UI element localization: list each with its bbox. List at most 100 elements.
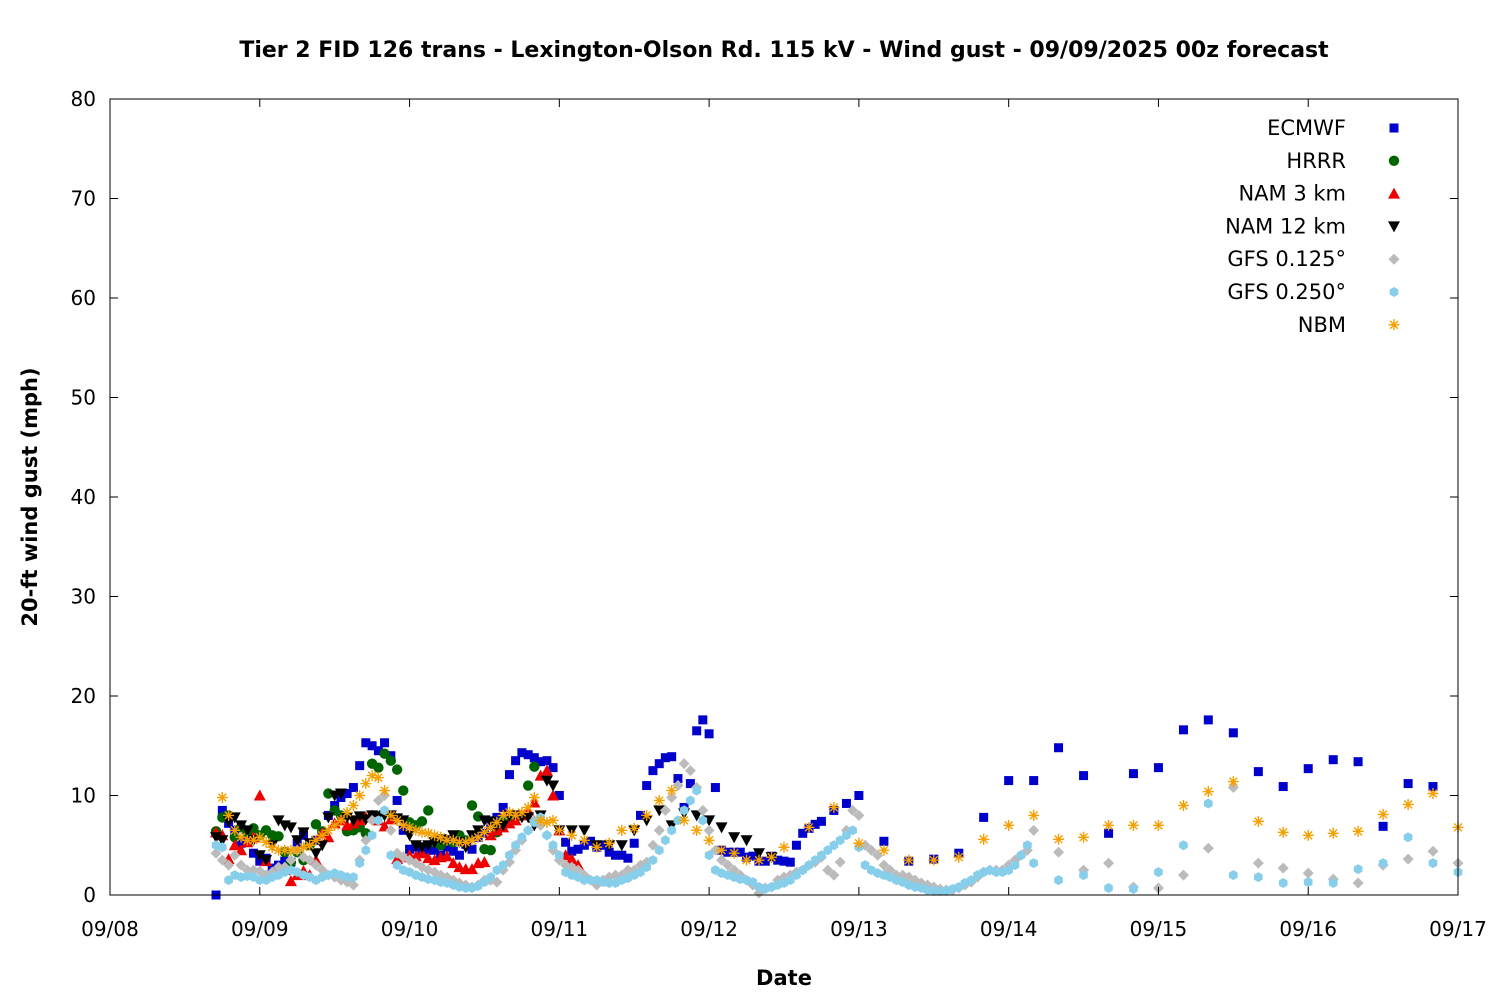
- data-point: [611, 850, 620, 860]
- data-point: [341, 806, 353, 818]
- data-point: [978, 833, 990, 845]
- data-point: [1104, 828, 1114, 838]
- data-point: [484, 829, 497, 841]
- data-point: [253, 850, 266, 862]
- data-point: [555, 850, 564, 861]
- data-point: [291, 844, 303, 856]
- data-point: [1154, 867, 1163, 878]
- data-point: [710, 783, 720, 793]
- data-point: [1079, 771, 1089, 781]
- data-point: [260, 836, 272, 848]
- data-point: [416, 816, 428, 827]
- data-point: [1303, 764, 1313, 774]
- data-point: [1352, 877, 1364, 889]
- data-point: [766, 851, 778, 863]
- y-tick-label: 30: [71, 585, 96, 609]
- data-point: [722, 859, 734, 871]
- data-point: [697, 804, 709, 816]
- data-point: [879, 836, 889, 846]
- data-point: [528, 791, 540, 803]
- y-axis-label: 20-ft wind gust (mph): [18, 367, 42, 626]
- data-point: [748, 851, 758, 861]
- data-point: [803, 821, 815, 833]
- series-gfs-0-125-: [210, 758, 1464, 899]
- data-point: [1303, 877, 1313, 888]
- data-point: [478, 856, 491, 868]
- data-point: [517, 832, 527, 843]
- data-point: [266, 841, 278, 853]
- x-tick-label: 09/13: [830, 917, 888, 941]
- legend-marker: [1388, 319, 1400, 331]
- data-point: [865, 844, 877, 856]
- data-point: [329, 819, 341, 831]
- data-point: [822, 864, 834, 876]
- data-point: [498, 802, 508, 812]
- data-point: [322, 824, 334, 836]
- data-point: [218, 842, 227, 853]
- data-point: [398, 785, 409, 796]
- data-point: [359, 814, 372, 826]
- data-point: [467, 844, 477, 854]
- data-point: [1278, 878, 1288, 889]
- data-point: [391, 764, 403, 775]
- data-point: [466, 863, 479, 875]
- data-point: [585, 836, 595, 846]
- data-point: [353, 811, 366, 823]
- data-point: [1028, 809, 1040, 821]
- data-point: [223, 809, 235, 821]
- plot-frame: [109, 98, 1459, 896]
- data-point: [1202, 842, 1214, 854]
- data-point: [554, 791, 564, 800]
- data-point: [604, 847, 614, 857]
- data-point: [309, 848, 322, 860]
- data-point: [504, 770, 514, 780]
- data-point: [540, 775, 553, 787]
- data-point: [616, 824, 628, 836]
- data-point: [510, 809, 522, 821]
- data-point: [540, 764, 553, 776]
- data-point: [478, 826, 490, 838]
- data-point: [1104, 883, 1113, 894]
- data-point: [629, 838, 639, 848]
- data-point: [542, 756, 552, 766]
- data-point: [1328, 755, 1338, 765]
- data-point: [361, 738, 371, 748]
- data-point: [254, 831, 266, 843]
- series-hrrr: [210, 748, 540, 868]
- data-point: [1428, 782, 1438, 792]
- data-point: [715, 822, 728, 834]
- data-point: [410, 824, 422, 836]
- data-point: [497, 809, 509, 821]
- data-point: [392, 795, 402, 805]
- legend-label: NAM 3 km: [1238, 182, 1346, 206]
- data-point: [561, 837, 571, 847]
- data-point: [229, 824, 241, 836]
- data-point: [372, 794, 384, 806]
- data-point: [1378, 858, 1388, 869]
- x-tick-label: 09/17: [1429, 917, 1487, 941]
- data-point: [654, 759, 664, 769]
- data-point: [878, 859, 890, 871]
- data-point: [834, 856, 846, 868]
- data-point: [511, 840, 520, 851]
- data-point: [529, 761, 540, 772]
- legend-marker: [1389, 123, 1399, 133]
- data-point: [691, 824, 703, 836]
- data-point: [516, 806, 528, 818]
- data-point: [1016, 850, 1026, 861]
- data-point: [1103, 857, 1115, 869]
- data-point: [228, 839, 241, 851]
- data-point: [273, 831, 284, 842]
- x-tick-label: 09/11: [531, 917, 589, 941]
- data-point: [210, 847, 222, 859]
- data-point: [285, 854, 297, 866]
- data-point: [1004, 776, 1014, 786]
- legend-marker: [1388, 155, 1400, 166]
- data-point: [386, 850, 396, 861]
- data-point: [1179, 840, 1188, 851]
- data-point: [578, 834, 590, 846]
- data-point: [355, 858, 365, 869]
- data-point: [673, 774, 683, 784]
- data-point: [678, 814, 690, 826]
- data-point: [379, 785, 391, 797]
